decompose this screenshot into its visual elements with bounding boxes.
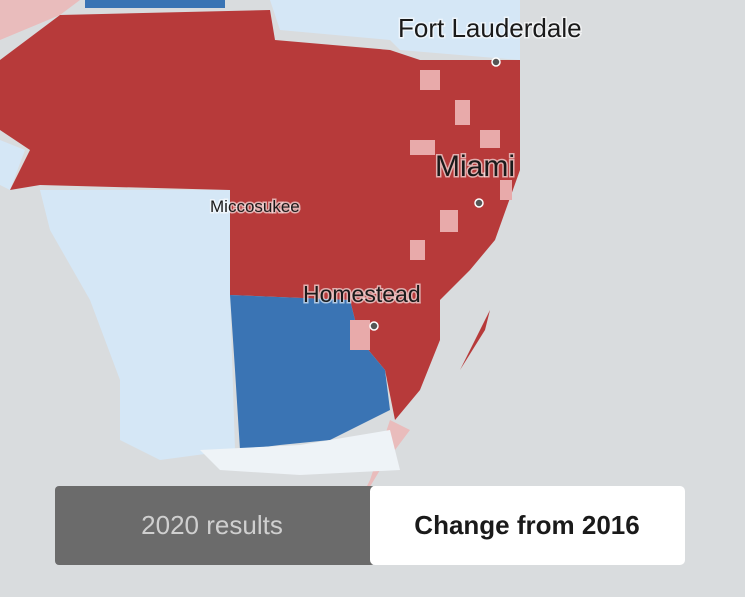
precinct	[350, 320, 370, 350]
precinct	[480, 130, 500, 148]
city-dot	[474, 198, 484, 208]
toggle: 2020 results Change from 2016	[55, 486, 685, 565]
results-button-label[interactable]: 2020 results	[141, 510, 283, 540]
precinct	[410, 140, 435, 155]
florida-bay	[200, 430, 400, 475]
city-label: Fort Lauderdale	[398, 13, 582, 43]
precinct	[500, 180, 512, 200]
city-dot	[369, 321, 379, 331]
blue-county-north	[85, 0, 225, 8]
precinct-texture	[350, 70, 512, 350]
precinct	[455, 100, 470, 125]
results-button[interactable]	[55, 486, 375, 565]
land-northwest	[0, 0, 80, 40]
land-west-edge	[0, 140, 25, 190]
city-dot	[491, 57, 501, 67]
city-label: Homestead	[303, 281, 421, 307]
precinct	[420, 70, 440, 90]
precinct	[410, 240, 425, 260]
red-region	[0, 10, 520, 420]
change-button-label[interactable]: Change from 2016	[414, 510, 639, 540]
land-west	[40, 190, 235, 460]
land-north	[270, 0, 520, 60]
precinct	[440, 210, 458, 232]
city-label: Miami	[435, 150, 515, 183]
change-button[interactable]	[370, 486, 685, 565]
key	[460, 310, 490, 370]
place-label: Miccosukee	[210, 197, 300, 216]
